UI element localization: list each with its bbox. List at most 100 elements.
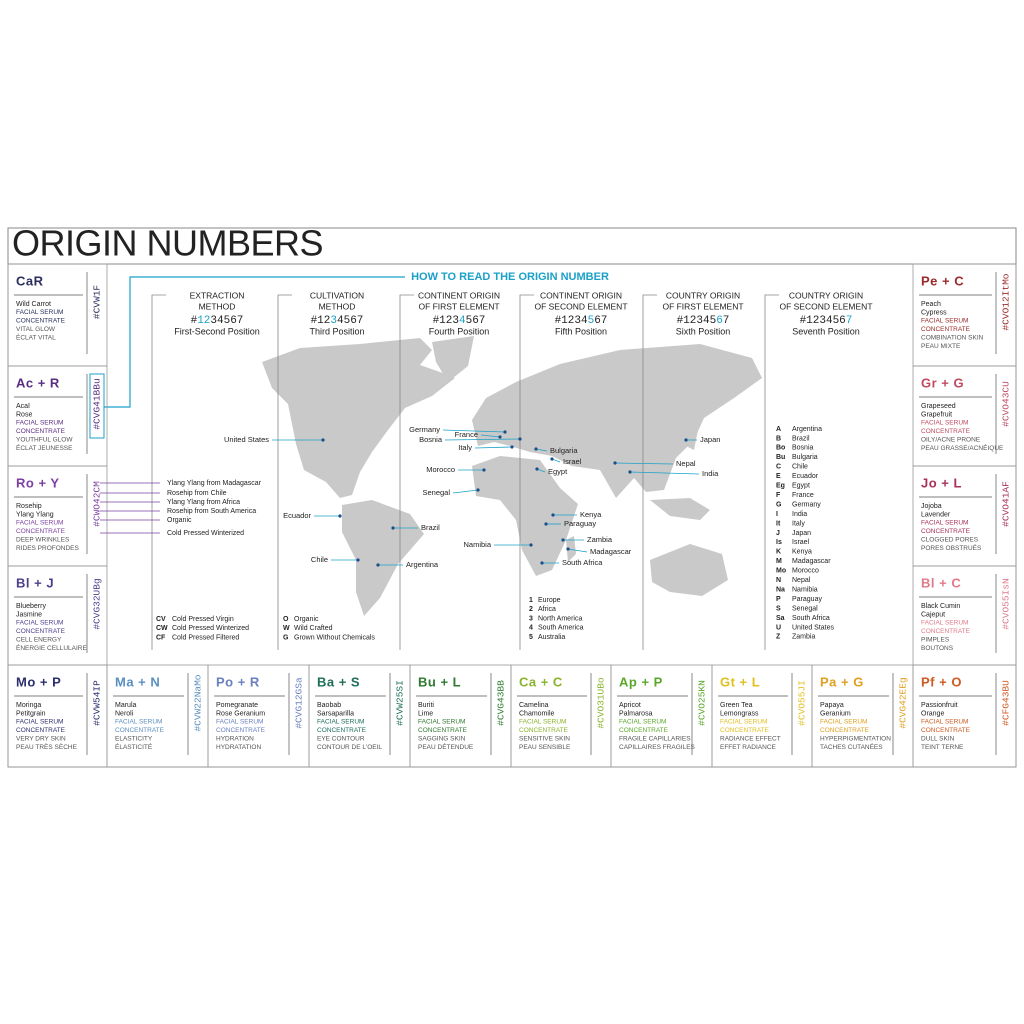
legend-key: 4: [529, 625, 533, 632]
map-dot: [534, 447, 538, 451]
serum-label: FACIAL SERUM: [16, 420, 63, 427]
legend-key: 1: [529, 597, 533, 604]
product-tag: #CVO12ItMo: [1001, 273, 1012, 330]
benefit: ÉLASTICITÉ: [115, 742, 153, 751]
benefit: CLOGGED PORES: [921, 537, 979, 544]
number-part: #123: [433, 315, 459, 327]
legend-key: It: [776, 520, 781, 527]
benefit: SENSITIVE SKIN: [519, 736, 570, 743]
legend-label: Zambia: [792, 634, 815, 641]
product-code: Ap + P: [619, 674, 663, 689]
product-code: Ca + C: [519, 674, 563, 689]
product-tag: #CVO31UBo: [596, 677, 607, 729]
benefit: ELASTICITY: [115, 736, 153, 743]
legend-key: A: [776, 426, 781, 433]
column-bracket: [151, 294, 166, 650]
benefit: FRAGILE CAPILLARIES: [619, 736, 691, 743]
benefit: PEAU GRASSE/ACNÉIQUE: [921, 443, 1004, 452]
legend-label: South Africa: [792, 615, 830, 622]
ingredient: Moringa: [16, 702, 41, 709]
map-dot: [551, 513, 555, 517]
ingredient: Pomegranate: [216, 702, 258, 709]
legend-key: C: [776, 464, 781, 471]
legend-label: Europe: [538, 597, 561, 604]
product-tag: #CVO55IsN: [1001, 578, 1012, 629]
map-label: Bosnia: [419, 435, 443, 444]
map-pointer: [614, 462, 674, 465]
serum-label: CONCENTRATE: [115, 727, 165, 734]
map-label: Madagascar: [590, 547, 632, 556]
legend-key: O: [283, 616, 289, 623]
column-bracket: [764, 294, 779, 650]
legend-key: Eg: [776, 483, 785, 490]
map-dot: [503, 430, 507, 434]
position-number: #1234567: [677, 315, 730, 327]
number-part: #: [191, 315, 198, 327]
position-heading: CULTIVATION: [310, 290, 364, 300]
ingredient: Orange: [921, 710, 944, 717]
legend-key: G: [283, 634, 289, 641]
serum-label: CONCENTRATE: [921, 628, 971, 635]
benefit: YOUTHFUL GLOW: [16, 437, 73, 444]
product-code: Bl + C: [921, 575, 961, 590]
title: ORIGIN NUMBERS: [12, 223, 323, 264]
serum-label: CONCENTRATE: [16, 318, 66, 325]
benefit: VITAL GLOW: [16, 326, 56, 333]
legend-key: 5: [529, 634, 533, 641]
position-number: #1234567: [191, 315, 244, 327]
serum-label: CONCENTRATE: [921, 428, 971, 435]
serum-label: CONCENTRATE: [16, 727, 66, 734]
how-to-connector: [104, 276, 405, 408]
position-heading: EXTRACTION: [190, 290, 245, 300]
legend-label: Egypt: [792, 483, 810, 490]
product-code: Ba + S: [317, 674, 360, 689]
map-dot: [684, 438, 688, 442]
product-tag: #CVO41AF: [1001, 481, 1012, 527]
map-dot: [391, 526, 395, 530]
ingredient: Neroli: [115, 710, 134, 717]
serum-label: FACIAL SERUM: [16, 520, 63, 527]
product-tag: #CVG41BBu: [92, 378, 103, 429]
map-label: Italy: [458, 443, 472, 452]
product-tag: #CFG43BU: [1001, 680, 1012, 726]
map-dot: [540, 561, 544, 565]
serum-label: FACIAL SERUM: [16, 309, 63, 316]
serum-label: FACIAL SERUM: [921, 620, 968, 627]
benefit: COMBINATION SKIN: [921, 335, 984, 342]
map-dot: [535, 467, 539, 471]
product-code: Po + R: [216, 674, 260, 689]
legend-key: N: [776, 577, 781, 584]
benefit: RADIANCE EFFECT: [720, 736, 781, 743]
product-code: CaR: [16, 273, 44, 288]
benefit: EFFET RADIANCE: [720, 744, 777, 751]
number-part: 12: [197, 315, 210, 327]
map-dot: [550, 457, 554, 461]
legend-label: Bosnia: [792, 445, 814, 452]
ingredient: Blueberry: [16, 603, 46, 610]
benefit: ÉNERGIE CELLULAIRE: [16, 643, 87, 652]
benefit: ÉCLAT JEUNESSE: [16, 443, 73, 452]
serum-label: CONCENTRATE: [16, 628, 66, 635]
legend-label: Chile: [792, 464, 808, 471]
serum-label: FACIAL SERUM: [519, 719, 566, 726]
product-code: Gr + G: [921, 375, 964, 390]
benefit: PEAU TRÈS SÈCHE: [16, 742, 78, 751]
legend-label: North America: [538, 615, 582, 622]
benefit: HYDRATATION: [216, 744, 261, 751]
map-pointer: [629, 471, 700, 475]
ingredient: Buriti: [418, 702, 434, 709]
position-heading: COUNTRY ORIGIN: [666, 290, 740, 300]
benefit: ÉCLAT VITAL: [16, 333, 56, 342]
serum-label: FACIAL SERUM: [317, 719, 364, 726]
ingredient: Marula: [115, 702, 137, 709]
map-label: France: [455, 430, 478, 439]
number-part: 34567: [210, 315, 243, 327]
product-tag: #CVG42EEg: [898, 677, 909, 728]
callout-label: Organic: [167, 517, 192, 524]
ingredient: Rose: [16, 411, 32, 418]
ingredient: Green Tea: [720, 702, 753, 709]
legend-key: Bo: [776, 445, 785, 452]
map-pointer: [535, 448, 548, 452]
serum-label: FACIAL SERUM: [921, 420, 968, 427]
product-code: Ac + R: [16, 375, 60, 390]
